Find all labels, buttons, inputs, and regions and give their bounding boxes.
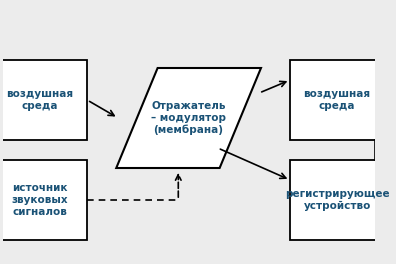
Polygon shape (116, 68, 261, 168)
Bar (0, 160, 87, 240)
Text: воздушная
среда: воздушная среда (304, 89, 371, 111)
Text: регистрирующее
устройство: регистрирующее устройство (285, 189, 389, 211)
Text: Отражатель
– модулятор
(мембрана): Отражатель – модулятор (мембрана) (151, 101, 226, 135)
Bar (290, 60, 384, 140)
Text: воздушная
среда: воздушная среда (7, 89, 74, 111)
Bar (290, 160, 384, 240)
Text: источник
звуковых
сигналов: источник звуковых сигналов (12, 183, 69, 216)
Bar (0, 60, 87, 140)
